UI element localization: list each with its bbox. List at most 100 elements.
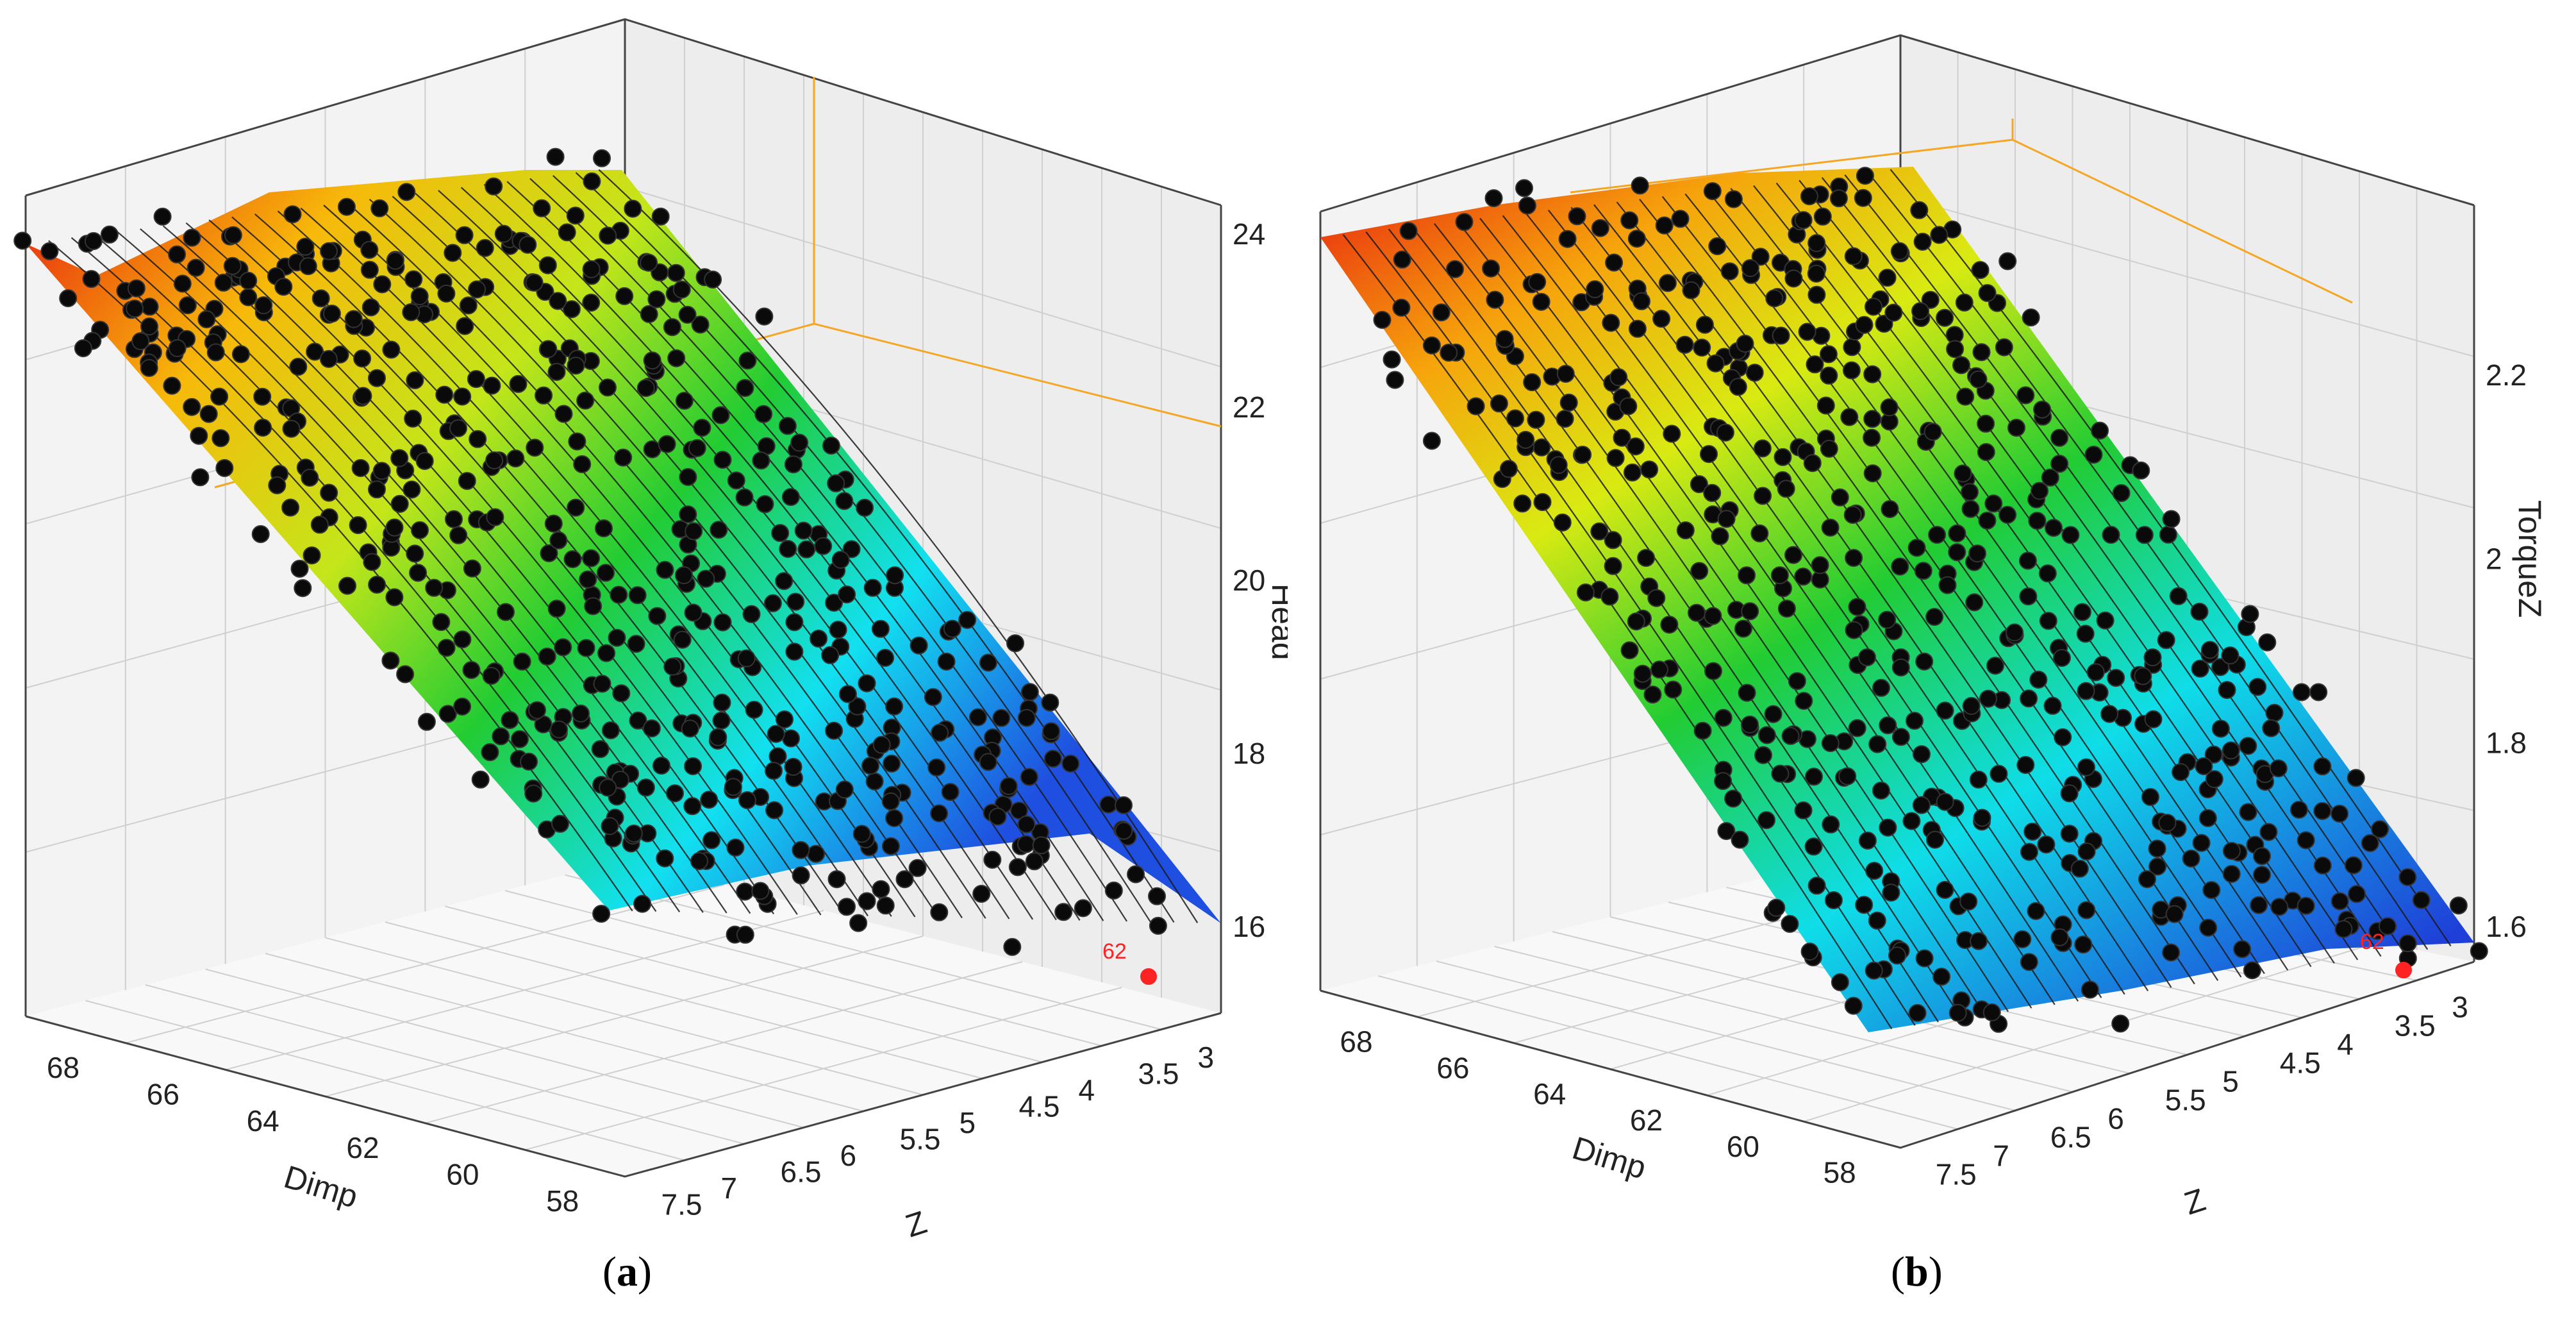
x-tick-label: 60 [1727, 1130, 1759, 1163]
data-point [197, 310, 216, 328]
data-point [1807, 264, 1825, 283]
data-point [988, 807, 1007, 826]
data-point [191, 468, 210, 487]
data-point [838, 585, 856, 604]
data-point [1020, 683, 1039, 701]
data-point [2135, 526, 2154, 544]
data-point [1647, 589, 1666, 607]
data-point [1626, 437, 1645, 456]
y-tick-label: 7.5 [661, 1187, 702, 1221]
data-point [835, 492, 854, 510]
data-point [1675, 335, 1694, 354]
data-point [1863, 428, 1881, 447]
data-point [2112, 484, 2131, 502]
data-point [1115, 821, 1133, 840]
data-point [1568, 207, 1586, 226]
chart-panel-a: 62 68 66 64 62 60 58 7.5 7 6.5 6 5.5 5 4.5 4 3.5 3 24 22 2… [13, 18, 1288, 1295]
data-point [2259, 823, 2278, 841]
y-axis-title: Z [901, 1204, 931, 1245]
data-point [726, 838, 745, 857]
data-point [1911, 302, 1930, 321]
data-point [1868, 735, 1887, 753]
data-point [797, 540, 816, 558]
data-point [1633, 292, 1650, 310]
data-point [2169, 587, 2188, 605]
data-point [1099, 795, 1118, 814]
data-point [849, 914, 868, 932]
data-point [2020, 843, 2038, 861]
data-point [294, 579, 312, 598]
data-point [100, 225, 119, 244]
data-point [1784, 546, 1802, 564]
data-point [1373, 310, 1392, 329]
data-point [1586, 280, 1604, 299]
data-point [1998, 505, 2017, 524]
data-point [1924, 423, 1942, 441]
data-point [1884, 303, 1903, 322]
data-point [2334, 920, 2353, 938]
data-point [349, 516, 367, 534]
x-tick-label: 68 [1340, 1025, 1372, 1058]
data-point [1745, 364, 1764, 382]
data-point [2138, 870, 2156, 889]
chart-panel-b: 62 68 66 64 62 60 58 7.5 7 6.5 6 5.5 5 4.5 4 3.5 3 2.2 2 1… [1288, 0, 2576, 1317]
data-point [591, 740, 610, 759]
data-point [540, 544, 558, 562]
data-point [1878, 610, 1897, 629]
data-point [2202, 881, 2221, 900]
data-point [827, 474, 845, 492]
data-point [755, 307, 774, 326]
data-point [713, 613, 732, 632]
data-point [610, 585, 628, 604]
data-point [520, 752, 538, 771]
highlight-point [2395, 962, 2412, 978]
x-tick-label: 64 [1533, 1077, 1566, 1111]
data-point [910, 636, 928, 655]
data-point [2222, 842, 2241, 860]
data-point [1878, 269, 1897, 287]
data-point [599, 226, 617, 245]
data-point [738, 791, 756, 809]
data-point [2309, 683, 2328, 701]
data-point [1606, 449, 1625, 467]
data-point [562, 300, 581, 319]
data-point [1891, 557, 1909, 576]
data-point [2141, 788, 2159, 806]
data-point [1865, 298, 1882, 316]
data-point [1532, 292, 1550, 311]
z-tick-label: 24 [1233, 217, 1265, 251]
data-point [2205, 770, 2223, 789]
x-tick-label: 66 [147, 1078, 179, 1111]
data-point [539, 340, 558, 358]
data-point [775, 572, 794, 591]
data-point [13, 231, 32, 250]
data-point [497, 603, 515, 621]
data-point [656, 560, 674, 579]
y-tick-label: 5.5 [900, 1122, 941, 1155]
data-point [547, 600, 566, 618]
data-point [2162, 510, 2181, 528]
data-point [861, 757, 879, 775]
data-point [1609, 368, 1628, 387]
data-point [363, 553, 381, 571]
data-point [1788, 672, 1806, 691]
caption-b: (b) [1891, 1248, 1943, 1295]
data-point [1777, 480, 1795, 498]
data-point [2144, 710, 2163, 728]
data-point [1968, 544, 1986, 563]
data-point [930, 903, 949, 921]
data-point [544, 514, 563, 533]
data-point [437, 284, 456, 303]
data-point [494, 224, 513, 243]
data-point [173, 274, 192, 293]
contour-line [277, 210, 868, 917]
data-point [810, 630, 828, 648]
data-point [1104, 881, 1123, 900]
data-point [1736, 335, 1754, 353]
data-point [1798, 323, 1816, 341]
data-point [1074, 899, 1092, 918]
data-point [2199, 918, 2218, 937]
data-point [1717, 822, 1736, 841]
data-point [612, 684, 631, 703]
data-point [2218, 681, 2236, 700]
